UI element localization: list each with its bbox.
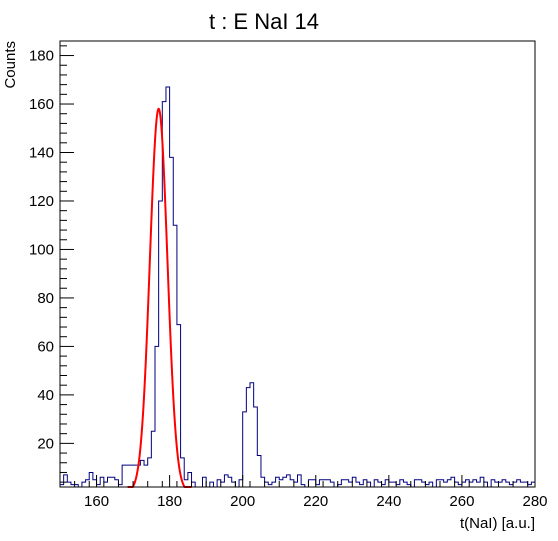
y-tick-label: 20 <box>37 435 54 452</box>
x-axis-title: t(NaI) [a.u.] <box>460 515 535 532</box>
x-tick-label: 200 <box>230 493 255 510</box>
x-tick-label: 160 <box>84 493 109 510</box>
histogram-outline <box>60 86 535 488</box>
y-tick-label: 160 <box>29 96 54 113</box>
y-tick-label: 60 <box>37 338 54 355</box>
histogram-layer <box>60 86 535 488</box>
x-tick-label: 260 <box>449 493 474 510</box>
fit-layer <box>127 107 192 488</box>
y-tick-label: 100 <box>29 241 54 258</box>
x-tick-label: 220 <box>303 493 328 510</box>
x-tick-label: 280 <box>522 493 547 510</box>
chart-title: t : E NaI 14 <box>209 9 319 34</box>
gaussian-fit-curve <box>127 107 192 488</box>
plot-frame <box>59 40 536 488</box>
y-tick-label: 40 <box>37 387 54 404</box>
y-tick-label: 140 <box>29 145 54 162</box>
y-tick-label: 120 <box>29 193 54 210</box>
y-axis-title: Counts <box>2 41 19 89</box>
axis-layer: 160 180 200 220 240 260 280 20 40 60 80 100 120 140 16… <box>29 45 548 510</box>
x-tick-label: 180 <box>157 493 182 510</box>
y-tick-label: 80 <box>37 290 54 307</box>
y-tick-label: 180 <box>29 48 54 65</box>
x-tick-label: 240 <box>376 493 401 510</box>
